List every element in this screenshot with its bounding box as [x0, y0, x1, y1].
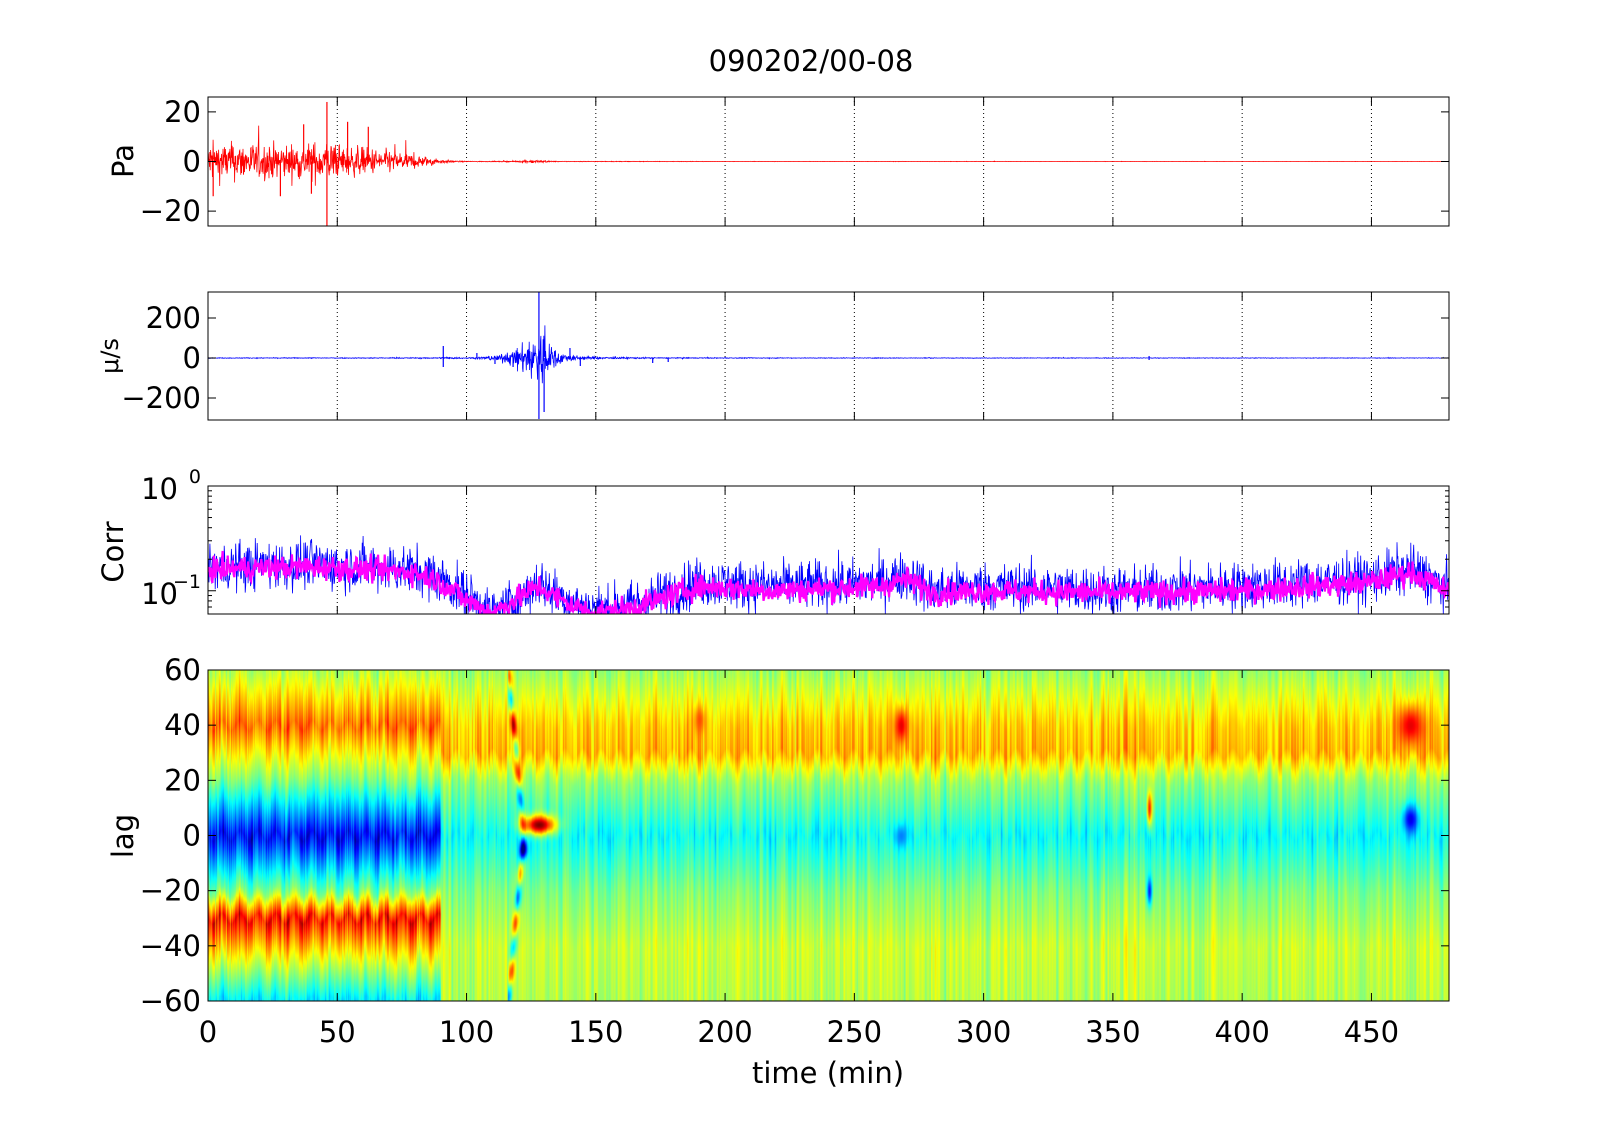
panel-correlation: 10 010−1 Corr — [96, 466, 1450, 615]
panel-velocity: 200 0 −200 μ/s — [96, 291, 1450, 421]
pressure-trace — [207, 125, 1450, 187]
x-axis-label: time (min) — [752, 1056, 904, 1090]
correlation-series-1 — [208, 535, 1449, 614]
velocity-ytick-label: 0 — [183, 341, 201, 375]
correlation-axes-box — [207, 485, 1450, 615]
correlation-grid — [336, 486, 1372, 614]
x-tick-label: 100 — [439, 1015, 494, 1049]
x-tick-label: 200 — [697, 1015, 752, 1049]
pressure-ytick-label: −20 — [140, 194, 201, 228]
pressure-ytick-label: 20 — [164, 95, 201, 129]
correlation-ytick-label: 10 — [141, 472, 178, 506]
pressure-ticks: 20 0 −20 — [140, 95, 1449, 228]
lag-ytick-label: 20 — [164, 763, 201, 797]
lag-heatmap — [208, 670, 1449, 1001]
velocity-axes-box — [207, 291, 1450, 421]
panel-pressure: 20 0 −20 Pa — [106, 95, 1450, 228]
lag-ytick-label: 40 — [164, 708, 201, 742]
correlation-ytick-label: 10 — [141, 577, 178, 611]
x-tick-label: 300 — [956, 1015, 1011, 1049]
lag-ytick-label: −40 — [140, 929, 201, 963]
panel-lag: 0 50 100 150 200 250 300 350 400 4506040200−20−40… — [106, 653, 1450, 1090]
x-tick-label: 150 — [568, 1015, 623, 1049]
correlation-ticks: 10 010−1 — [141, 466, 1449, 614]
x-tick-label: 250 — [827, 1015, 882, 1049]
velocity-ticks: 200 0 −200 — [121, 292, 1449, 420]
figure-title: 090202/00-08 — [709, 44, 914, 78]
correlation-ytick-exponent: 0 — [189, 466, 201, 488]
velocity-signal — [207, 292, 1450, 419]
pressure-ylabel: Pa — [106, 144, 140, 178]
x-tick-label: 50 — [319, 1015, 356, 1049]
x-tick-label: 0 — [199, 1015, 217, 1049]
velocity-trace — [207, 325, 1450, 384]
velocity-ytick-label: −200 — [121, 381, 201, 415]
pressure-signal — [207, 101, 1450, 226]
correlation-ytick-exponent: −1 — [173, 571, 201, 593]
velocity-grid — [336, 292, 1372, 420]
lag-ytick-label: −20 — [140, 874, 201, 908]
correlation-series-2 — [208, 550, 1449, 614]
velocity-ylabel: μ/s — [96, 338, 124, 374]
lag-ytick-label: 0 — [183, 819, 201, 853]
x-tick-label: 350 — [1085, 1015, 1140, 1049]
x-tick-label: 450 — [1344, 1015, 1399, 1049]
pressure-ytick-label: 0 — [183, 145, 201, 179]
lag-ytick-label: 60 — [164, 653, 201, 687]
correlation-signal — [208, 535, 1449, 614]
lag-ticks: 0 50 100 150 200 250 300 350 400 4506040200−20−40… — [140, 653, 1449, 1049]
velocity-ytick-label: 200 — [146, 301, 201, 335]
lag-ytick-label: −60 — [140, 984, 201, 1018]
correlation-ylabel: Corr — [96, 521, 130, 582]
x-tick-label: 400 — [1214, 1015, 1269, 1049]
lag-ylabel: lag — [106, 814, 140, 858]
